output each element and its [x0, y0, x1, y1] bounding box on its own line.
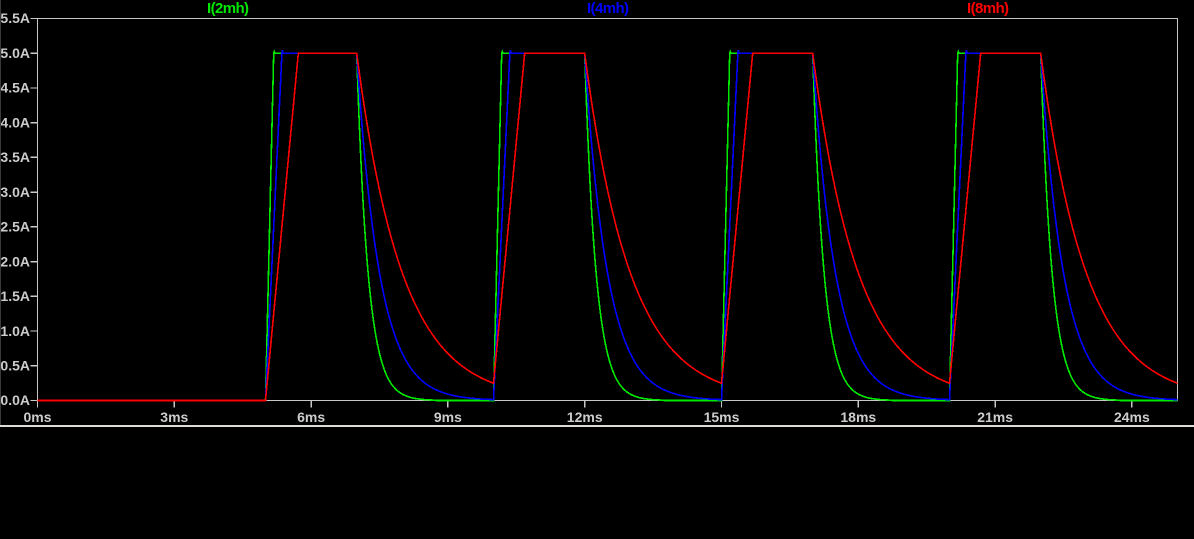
svg-text:1.5A: 1.5A	[0, 288, 30, 304]
svg-text:3.5A: 3.5A	[0, 149, 30, 165]
svg-text:I(8mh): I(8mh)	[967, 0, 1009, 17]
svg-text:4.0A: 4.0A	[0, 114, 30, 130]
svg-text:9ms: 9ms	[434, 409, 462, 425]
svg-text:24ms: 24ms	[1114, 409, 1150, 425]
svg-text:5.0A: 5.0A	[0, 45, 30, 61]
svg-text:0ms: 0ms	[23, 409, 51, 425]
svg-text:3.0A: 3.0A	[0, 184, 30, 200]
svg-text:I(2mh): I(2mh)	[207, 0, 249, 17]
svg-text:12ms: 12ms	[567, 409, 603, 425]
svg-text:2.0A: 2.0A	[0, 253, 30, 269]
svg-text:I(4mh): I(4mh)	[587, 0, 629, 17]
svg-text:5.5A: 5.5A	[0, 10, 30, 26]
svg-text:6ms: 6ms	[297, 409, 325, 425]
svg-text:21ms: 21ms	[977, 409, 1013, 425]
svg-text:0.0A: 0.0A	[0, 392, 30, 408]
svg-text:1.0A: 1.0A	[0, 323, 30, 339]
svg-text:3ms: 3ms	[160, 409, 188, 425]
svg-text:4.5A: 4.5A	[0, 80, 30, 96]
svg-text:0.5A: 0.5A	[0, 357, 30, 373]
svg-text:2.5A: 2.5A	[0, 219, 30, 235]
svg-text:18ms: 18ms	[840, 409, 876, 425]
svg-text:15ms: 15ms	[704, 409, 740, 425]
